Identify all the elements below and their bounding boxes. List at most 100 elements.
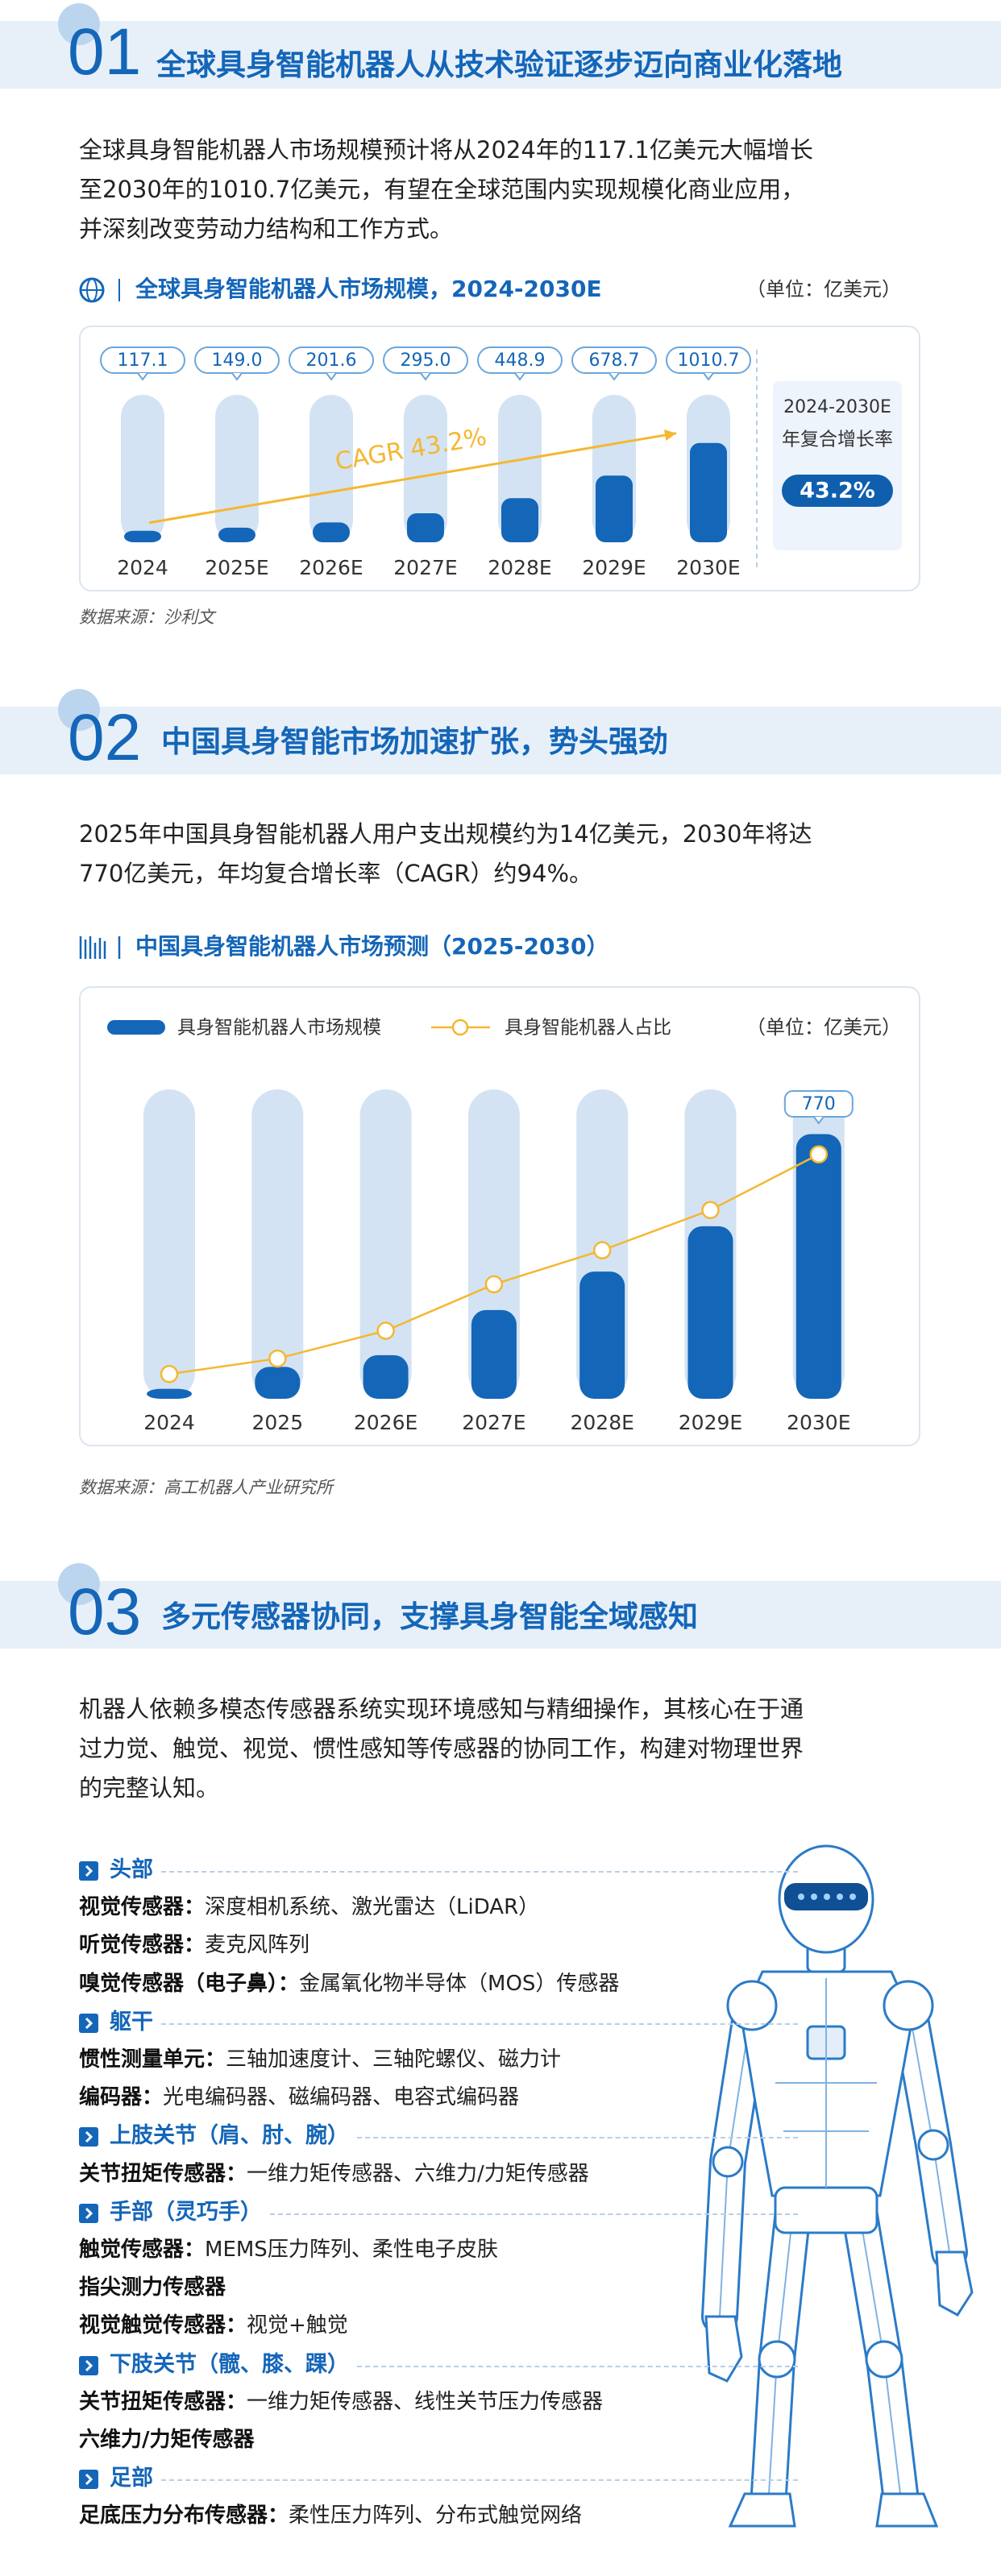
unit-label: （单位：亿美元） bbox=[746, 278, 901, 301]
x-tick-label: 2029E bbox=[679, 1411, 742, 1434]
chart-title: 中国具身智能机器人市场预测（2025-2030） bbox=[135, 933, 609, 960]
x-tick-label: 2025 bbox=[251, 1411, 303, 1434]
list-item: 足底压力分布传感器：柔性压力阵列、分布式触觉网络 bbox=[79, 2505, 582, 2526]
heading-rule bbox=[161, 2479, 798, 2482]
chart-icon bbox=[79, 936, 121, 959]
x-tick-label: 2029E bbox=[582, 556, 646, 579]
item-text: 三轴加速度计、三轴陀螺仪、磁力计 bbox=[226, 2047, 562, 2072]
bar bbox=[313, 522, 350, 542]
icon-chevron bbox=[85, 1865, 93, 1877]
item-text: 视觉+触觉 bbox=[247, 2313, 348, 2338]
bar-track bbox=[359, 1089, 412, 1399]
icon-chevron bbox=[85, 2474, 93, 2486]
legend-label: 具身智能机器人占比 bbox=[505, 1018, 671, 1039]
value-label: 149.0 bbox=[212, 351, 263, 371]
bar-track bbox=[404, 395, 447, 542]
icon-box bbox=[79, 2470, 98, 2490]
list-item: 关节扭矩传感器：一维力矩传感器、线性关节压力传感器 bbox=[79, 2391, 603, 2412]
item-text: 麦克风阵列 bbox=[205, 1933, 310, 1958]
line-point bbox=[268, 1349, 287, 1368]
value-label: 770 bbox=[802, 1094, 836, 1114]
paragraph-line: 全球具身智能机器人市场规模预计将从2024年的117.1亿美元大幅增长 bbox=[79, 136, 813, 164]
chart-title: 全球具身智能机器人市场规模，2024-2030E bbox=[135, 276, 602, 302]
chart: 具身智能机器人市场规模 具身智能机器人占比 （单位：亿美元） 2024 2025 2026… bbox=[79, 986, 920, 1446]
icon-box bbox=[79, 2203, 98, 2223]
bar bbox=[363, 1354, 409, 1399]
source: 数据来源：高工机器人产业研究所 bbox=[79, 1478, 333, 1497]
item-label: 触觉传感器： bbox=[79, 2238, 206, 2262]
x-tick-label: 2024 bbox=[117, 556, 168, 579]
heading-icon bbox=[79, 2127, 98, 2147]
heading-rule bbox=[161, 1871, 798, 1873]
line-point bbox=[376, 1321, 395, 1340]
bar bbox=[255, 1367, 301, 1399]
list-item: 听觉传感器：麦克风阵列 bbox=[79, 1935, 309, 1956]
heading-icon bbox=[79, 2470, 98, 2490]
list-heading: 下肢关节（髋、膝、踝） bbox=[110, 2351, 349, 2377]
heading-rule bbox=[270, 2213, 798, 2215]
section-number: 01 bbox=[68, 15, 142, 89]
paragraph-line: 过力觉、触觉、视觉、惯性感知等传感器的协同工作，构建对物理世界 bbox=[79, 1735, 804, 1762]
bar bbox=[690, 442, 727, 542]
bar-track bbox=[121, 395, 164, 542]
bar bbox=[795, 1134, 841, 1399]
item-text: MEMS压力阵列、柔性电子皮肤 bbox=[205, 2238, 498, 2262]
item-label: 指尖测力传感器 bbox=[79, 2275, 226, 2300]
paragraph-line: 至2030年的1010.7亿美元，有望在全球范围内实现规模化商业应用， bbox=[79, 176, 805, 203]
robot-illustration bbox=[701, 1844, 974, 2528]
icon-chevron bbox=[85, 2017, 93, 2029]
x-tick-label: 2030E bbox=[787, 1411, 850, 1434]
item-label: 关节扭矩传感器： bbox=[79, 2161, 247, 2186]
list-item: 视觉触觉传感器：视觉+触觉 bbox=[79, 2315, 348, 2336]
heading-icon bbox=[79, 2013, 98, 2033]
source: 数据来源：沙利文 bbox=[79, 608, 214, 627]
cagr-label: 年复合增长率 bbox=[782, 429, 893, 450]
paragraph-line: 770亿美元，年均复合增长率（CAGR）约94%。 bbox=[79, 860, 593, 887]
chart-icon bbox=[79, 277, 120, 303]
decor-dot bbox=[58, 1563, 100, 1605]
value-label-tail bbox=[326, 372, 337, 381]
cagr-box bbox=[773, 381, 902, 550]
decor-dot bbox=[58, 689, 100, 731]
value-label-tail bbox=[608, 372, 620, 381]
icon-box bbox=[79, 2127, 98, 2147]
section-band bbox=[0, 21, 1001, 89]
x-tick-label: 2027E bbox=[462, 1411, 525, 1434]
list-heading: 上肢关节（肩、肘、腕） bbox=[110, 2123, 349, 2149]
section-title: 多元传感器协同，支撑具身智能全域感知 bbox=[161, 1599, 698, 1634]
item-label: 视觉传感器： bbox=[79, 1895, 206, 1920]
list-item: 视觉传感器：深度相机系统、激光雷达（LiDAR） bbox=[79, 1897, 539, 1918]
value-label: 201.6 bbox=[306, 351, 357, 371]
x-tick-label: 2028E bbox=[570, 1411, 633, 1434]
trend-arrow bbox=[148, 432, 677, 525]
legend-swatch bbox=[451, 1018, 469, 1036]
bar bbox=[407, 513, 444, 542]
value-label-tail bbox=[703, 372, 714, 381]
heading-icon bbox=[79, 1861, 98, 1881]
heading-rule bbox=[357, 2365, 798, 2367]
bar-track bbox=[215, 395, 259, 542]
list-item: 嗅觉传感器（电子鼻）：金属氧化物半导体（MOS）传感器 bbox=[79, 1973, 619, 1994]
list-heading: 躯干 bbox=[110, 2009, 153, 2035]
line-point bbox=[592, 1241, 612, 1259]
bar bbox=[687, 1226, 733, 1399]
item-text: 光电编码器、磁编码器、电容式编码器 bbox=[163, 2085, 520, 2110]
item-label: 听觉传感器： bbox=[79, 1933, 206, 1958]
unit-label: （单位：亿美元） bbox=[746, 1016, 901, 1039]
x-tick-label: 2030E bbox=[676, 556, 740, 579]
paragraph-line: 机器人依赖多模态传感器系统实现环境感知与精细操作，其核心在于通 bbox=[79, 1695, 804, 1723]
line-point bbox=[809, 1145, 829, 1164]
legend-label: 具身智能机器人市场规模 bbox=[177, 1018, 381, 1039]
x-tick-label: 2024 bbox=[143, 1411, 195, 1434]
item-label: 足底压力分布传感器： bbox=[79, 2503, 289, 2528]
heading-icon bbox=[79, 2355, 98, 2375]
item-text: 金属氧化物半导体（MOS）传感器 bbox=[299, 1971, 620, 1996]
cagr-pill bbox=[782, 475, 893, 507]
list-item: 关节扭矩传感器：一维力矩传感器、六维力/力矩传感器 bbox=[79, 2163, 589, 2184]
bar bbox=[124, 530, 161, 542]
icon-chevron bbox=[85, 2359, 93, 2371]
legend-swatch bbox=[107, 1020, 165, 1035]
item-text: 一维力矩传感器、线性关节压力传感器 bbox=[247, 2389, 604, 2414]
value-label-tail bbox=[813, 1116, 824, 1125]
value-label: 117.1 bbox=[118, 351, 168, 371]
